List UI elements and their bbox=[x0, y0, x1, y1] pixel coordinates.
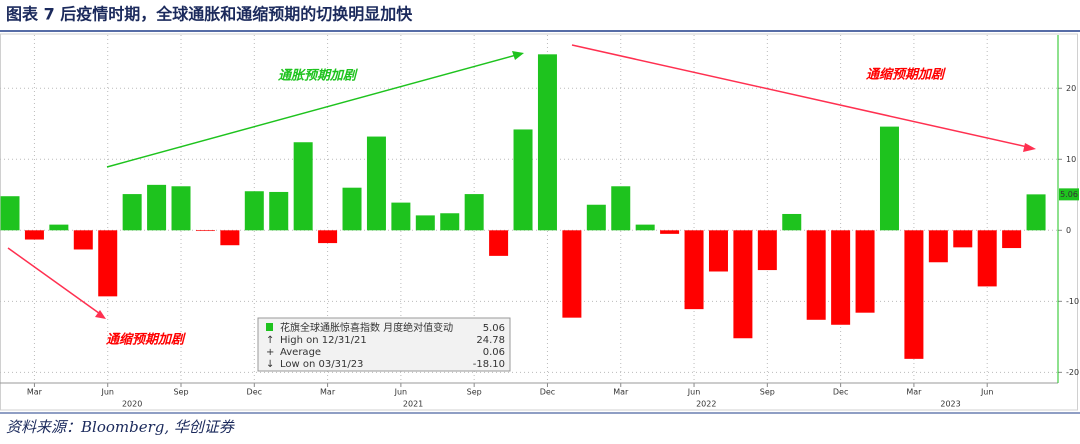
y-tick-label: -20 bbox=[1066, 368, 1079, 377]
x-year-label: 2022 bbox=[696, 400, 716, 409]
bar bbox=[171, 186, 191, 231]
x-year-label: 2020 bbox=[122, 400, 142, 409]
bar bbox=[782, 213, 802, 231]
x-tick-label: Mar bbox=[906, 388, 922, 397]
bar bbox=[366, 136, 386, 231]
bar bbox=[269, 191, 289, 231]
arrow bbox=[571, 44, 1033, 149]
legend-label: 花旗全球通胀惊喜指数 月度绝对值变动 bbox=[280, 321, 453, 334]
bar bbox=[391, 202, 411, 231]
bar bbox=[537, 54, 557, 231]
bar bbox=[244, 191, 264, 231]
bar bbox=[879, 126, 899, 231]
x-year-label: 2023 bbox=[940, 400, 960, 409]
legend-swatch bbox=[266, 323, 273, 331]
arrow-head bbox=[95, 310, 106, 319]
bar bbox=[635, 224, 655, 231]
x-tick-label: Mar bbox=[320, 388, 336, 397]
legend-box bbox=[257, 317, 511, 372]
bar bbox=[342, 187, 362, 231]
bar bbox=[660, 230, 680, 234]
bar bbox=[1026, 194, 1046, 231]
x-tick-label: Mar bbox=[27, 388, 43, 397]
bar bbox=[73, 230, 93, 250]
bar bbox=[855, 230, 875, 313]
bar bbox=[464, 194, 484, 231]
bar bbox=[147, 184, 167, 231]
legend-icon: ↓ bbox=[266, 359, 274, 370]
annotation: 通胀预期加剧 bbox=[278, 68, 358, 84]
legend-value: 0.06 bbox=[483, 347, 505, 358]
bar bbox=[904, 230, 924, 359]
x-tick-label: Mar bbox=[613, 388, 629, 397]
legend-value: -18.10 bbox=[473, 359, 505, 370]
legend: 花旗全球通胀惊喜指数 月度绝对值变动 5.06 ↑ High on 12/31/… bbox=[257, 317, 511, 372]
bar bbox=[586, 204, 606, 231]
x-year-label: 2021 bbox=[403, 400, 423, 409]
bar bbox=[806, 230, 826, 320]
x-tick-label: Jun bbox=[687, 388, 701, 397]
bar bbox=[831, 230, 851, 325]
bar bbox=[220, 230, 240, 246]
bar bbox=[24, 230, 44, 240]
bar bbox=[489, 230, 509, 256]
plot-area: Mar Jun Sep Dec Mar Jun Sep Dec Mar Jun Sep Dec Mar J… bbox=[0, 35, 1079, 409]
x-tick-label: Dec bbox=[540, 388, 555, 397]
bar bbox=[195, 230, 215, 232]
x-tick-label: Jun bbox=[980, 388, 994, 397]
annotation: 通缩预期加剧 bbox=[866, 67, 946, 83]
y-tick-label: -10 bbox=[1066, 297, 1079, 306]
bar bbox=[440, 213, 460, 231]
y-tick-label: 0 bbox=[1066, 226, 1071, 235]
last-value-label: 5.06 bbox=[1060, 190, 1078, 199]
arrow-head bbox=[512, 51, 524, 60]
legend-value: 5.06 bbox=[483, 323, 505, 334]
legend-value: 24.78 bbox=[476, 335, 505, 346]
bar bbox=[49, 224, 69, 231]
bar bbox=[928, 230, 948, 263]
bar bbox=[611, 186, 631, 231]
x-tick-label: Sep bbox=[467, 388, 482, 397]
arrow bbox=[7, 247, 104, 317]
arrow bbox=[106, 53, 521, 168]
y-tick-label: 10 bbox=[1066, 155, 1076, 164]
bar bbox=[415, 215, 435, 231]
last-value-tag bbox=[1059, 188, 1079, 201]
legend-icon: + bbox=[266, 347, 274, 358]
source: 资料来源：Bloomberg, 华创证券 bbox=[6, 418, 235, 436]
bar bbox=[684, 230, 704, 310]
bar bbox=[757, 230, 777, 271]
bar bbox=[977, 230, 997, 287]
bar bbox=[513, 129, 533, 231]
legend-icon: ↑ bbox=[266, 335, 274, 346]
bar bbox=[98, 230, 118, 297]
bar bbox=[733, 230, 753, 339]
bar bbox=[122, 194, 142, 231]
bar bbox=[318, 230, 338, 244]
y-tick-label: 20 bbox=[1066, 84, 1076, 93]
bar bbox=[0, 196, 20, 231]
x-tick-label: Dec bbox=[833, 388, 848, 397]
page-title: 图表 7 后疫情时期，全球通胀和通缩预期的切换明显加快 bbox=[6, 5, 413, 24]
x-tick-label: Sep bbox=[173, 388, 188, 397]
bar bbox=[708, 230, 728, 272]
x-tick-label: Jun bbox=[394, 388, 408, 397]
legend-label: Average bbox=[280, 347, 321, 358]
bar bbox=[562, 230, 582, 318]
arrow-head bbox=[1023, 143, 1036, 152]
bar bbox=[1002, 230, 1022, 249]
annotation: 通缩预期加剧 bbox=[106, 332, 186, 348]
x-tick-label: Jun bbox=[100, 388, 114, 397]
x-tick-label: Sep bbox=[760, 388, 775, 397]
legend-label: Low on 03/31/23 bbox=[280, 359, 363, 370]
legend-label: High on 12/31/21 bbox=[280, 335, 367, 346]
bar bbox=[953, 230, 973, 248]
x-tick-label: Dec bbox=[247, 388, 262, 397]
bar bbox=[293, 142, 313, 231]
